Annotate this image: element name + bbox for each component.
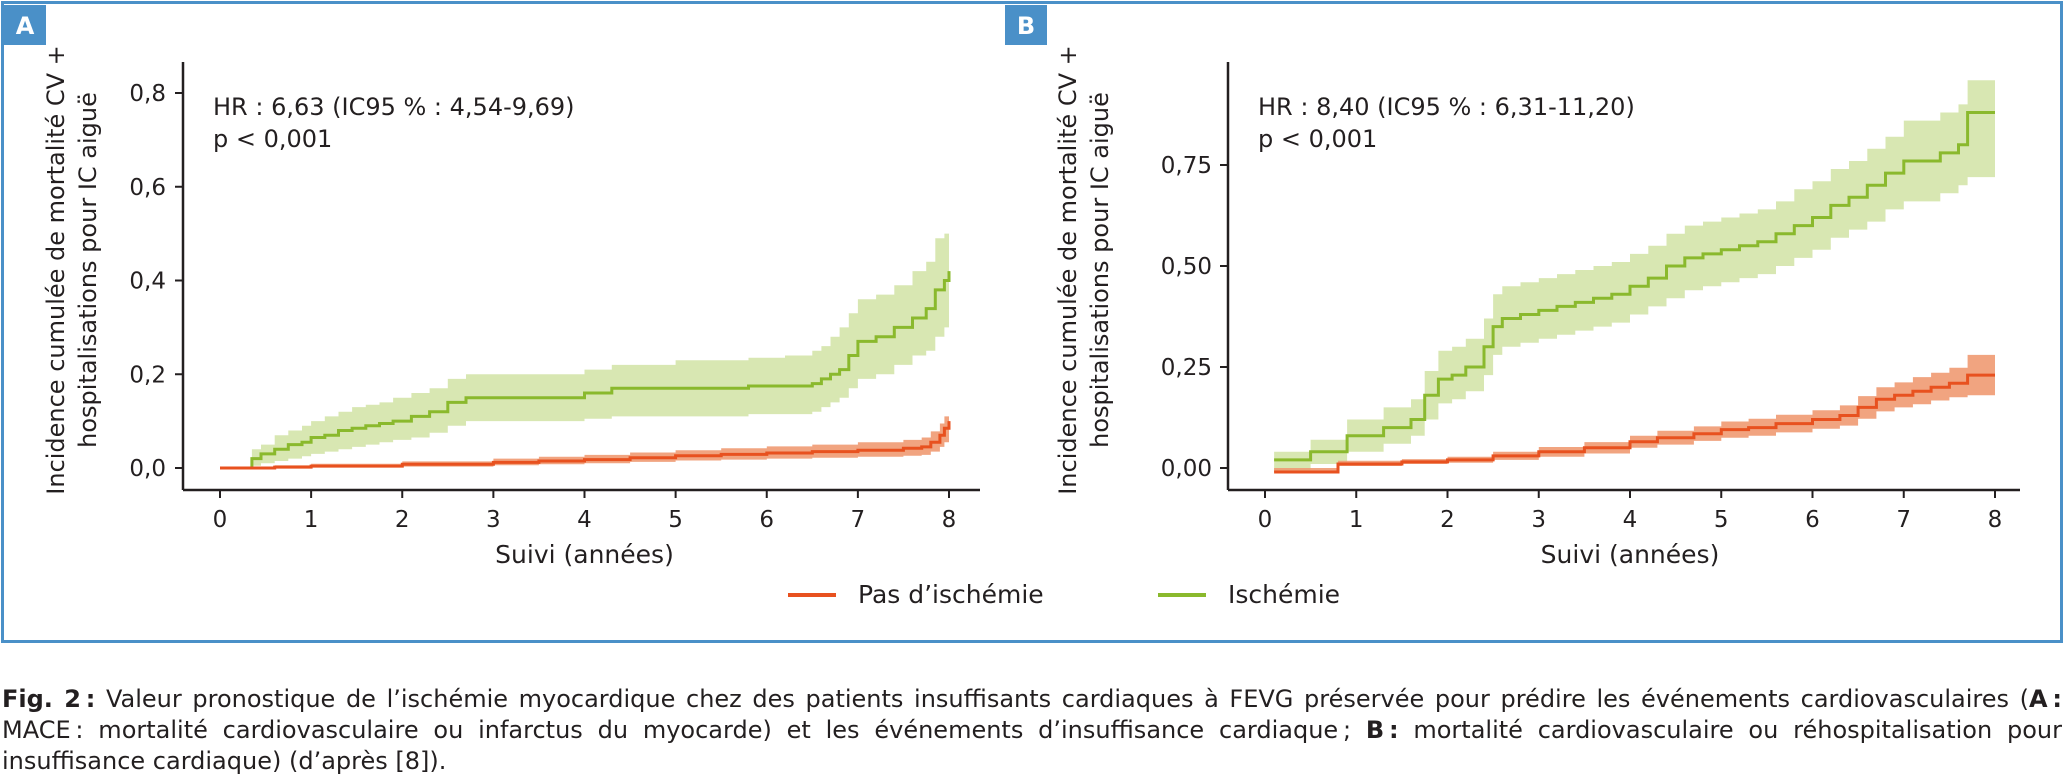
panel-b-ci-band-ischemia bbox=[1274, 80, 1995, 472]
panel-a-x-tick-label: 0 bbox=[213, 507, 228, 533]
legend-label-no-ischemia: Pas d’ischémie bbox=[858, 580, 1044, 609]
panel-a-y-tick-label: 0,2 bbox=[129, 362, 166, 388]
panel-a-y-tick-label: 0,4 bbox=[129, 269, 166, 295]
panel-a-x-tick-label: 5 bbox=[668, 507, 683, 533]
caption-text-3: mortalité cardiovasculaire ou réhospital… bbox=[2, 716, 2062, 775]
panel-a-y-tick-label: 0,0 bbox=[129, 456, 166, 482]
panel-b-y-axis-label-line: hospitalisations pour IC aiguë bbox=[1086, 92, 1114, 448]
panel-b-x-tick-label: 2 bbox=[1440, 507, 1455, 533]
legend-swatch-no-ischemia bbox=[788, 592, 836, 597]
legend-swatch-ischemia bbox=[1158, 592, 1206, 597]
caption-label-a: A : bbox=[2029, 685, 2062, 713]
caption-text-1: Valeur pronostique de l’ischémie myocard… bbox=[95, 685, 2030, 713]
caption-label-b: B : bbox=[1365, 716, 1399, 744]
panel-b-y-tick-label: 0,25 bbox=[1161, 355, 1212, 381]
panel-a-badge bbox=[4, 5, 46, 45]
panel-a-x-axis-label: Suivi (années) bbox=[495, 540, 674, 569]
panel-b-y-axis-label-line: Incidence cumulée de mortalité CV + bbox=[1054, 45, 1082, 495]
panel-b-x-tick-label: 0 bbox=[1258, 507, 1273, 533]
caption-text-2: MACE : mortalité cardiovasculaire ou inf… bbox=[2, 716, 1366, 744]
panel-a-y-tick-label: 0,8 bbox=[129, 81, 166, 107]
panel-b-y-tick-label: 0,00 bbox=[1161, 456, 1212, 482]
figure-caption: Fig. 2 : Valeur pronostique de l’ischémi… bbox=[2, 684, 2062, 777]
panel-a-y-axis-label-line: Incidence cumulée de mortalité CV + bbox=[42, 45, 70, 495]
panel-b-x-tick-label: 4 bbox=[1623, 507, 1638, 533]
panel-a-annotation-line: p < 0,001 bbox=[213, 125, 332, 153]
charts-canvas: A 0 1 2 3 4 5 6 7 8 0,0 0,2 0,4 0,6 0,8 Suivi (années) I… bbox=[4, 5, 2020, 569]
panel-b-line-ischemia bbox=[1274, 111, 1995, 462]
panel-b-x-axis-label: Suivi (années) bbox=[1541, 540, 1720, 569]
panel-b-x-tick-label: 1 bbox=[1349, 507, 1364, 533]
panel-a-x-tick-label: 1 bbox=[304, 507, 319, 533]
panel-b-badge-label: B bbox=[1017, 12, 1035, 40]
panel-b-ci-band-no-ischemia bbox=[1274, 354, 1995, 472]
legend-item-no-ischemia: Pas d’ischémie bbox=[788, 580, 1044, 609]
panel-b-x-tick-label: 7 bbox=[1896, 507, 1911, 533]
legend: Pas d’ischémie Ischémie bbox=[0, 580, 2067, 616]
panel-a-line-ischemia bbox=[220, 271, 951, 470]
panel-b-x-tick-label: 8 bbox=[1988, 507, 2003, 533]
legend-item-ischemia: Ischémie bbox=[1158, 580, 1340, 609]
panel-a-y-tick-label: 0,6 bbox=[129, 175, 166, 201]
panel-a-line-no-ischemia bbox=[220, 421, 951, 470]
panel-a-x-tick-label: 4 bbox=[577, 507, 592, 533]
panel-a-x-tick-label: 3 bbox=[486, 507, 501, 533]
panel-a-x-tick-label: 2 bbox=[395, 507, 410, 533]
panel-b-x-tick-label: 5 bbox=[1714, 507, 1729, 533]
figure-frame bbox=[1, 1, 2063, 643]
panel-b-line-no-ischemia bbox=[1274, 373, 1995, 474]
panel-b-x-tick-label: 6 bbox=[1805, 507, 1820, 533]
caption-fig-label: Fig. 2 : bbox=[2, 685, 96, 713]
panel-a-y-axis-label-line: hospitalisations pour IC aiguë bbox=[74, 92, 102, 448]
panel-a-badge-label: A bbox=[16, 12, 35, 40]
panel-b-badge bbox=[1005, 5, 1047, 45]
panel-a-x-tick-label: 6 bbox=[759, 507, 774, 533]
panel-b-y-tick-label: 0,75 bbox=[1161, 153, 1212, 179]
legend-label-ischemia: Ischémie bbox=[1228, 580, 1341, 609]
panel-b-y-tick-label: 0,50 bbox=[1161, 254, 1212, 280]
panel-a-annotation-line: HR : 6,63 (IC95 % : 4,54-9,69) bbox=[213, 93, 575, 121]
panel-a-x-tick-label: 8 bbox=[942, 507, 957, 533]
panel-b-x-tick-label: 3 bbox=[1531, 507, 1546, 533]
panel-a-ci-band-ischemia bbox=[220, 233, 949, 468]
panel-a-x-tick-label: 7 bbox=[851, 507, 866, 533]
panel-b-annotation-line: HR : 8,40 (IC95 % : 6,31-11,20) bbox=[1258, 93, 1635, 121]
panel-b-annotation-line: p < 0,001 bbox=[1258, 125, 1377, 153]
